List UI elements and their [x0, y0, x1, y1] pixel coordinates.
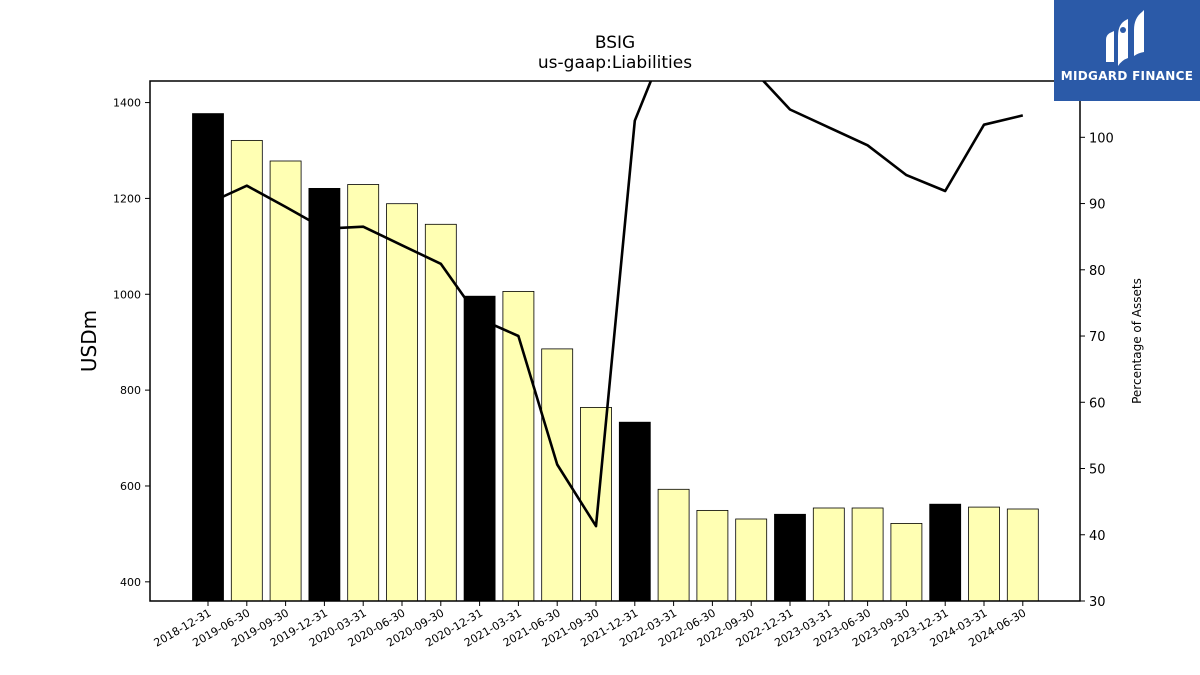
line-layer — [207, 81, 1024, 528]
midgard-finance-logo: MIDGARD FINANCE — [1054, 0, 1200, 101]
bar — [269, 160, 302, 602]
bar — [851, 507, 884, 602]
y-right-tick-label: 50 — [1089, 463, 1106, 478]
bar — [1006, 508, 1039, 602]
bar — [502, 290, 535, 602]
y-tick-label: 1000 — [113, 288, 141, 301]
chart-title: BSIG — [595, 33, 635, 53]
bar — [308, 187, 341, 602]
y-right-tick-label: 30 — [1089, 595, 1106, 610]
bar — [192, 113, 224, 602]
y-right-tick-label: 100 — [1089, 131, 1114, 146]
bar — [618, 421, 651, 602]
bar — [424, 223, 457, 602]
y-right-tick-label: 90 — [1089, 198, 1106, 213]
bar — [890, 523, 923, 602]
bar — [735, 518, 768, 602]
bar — [696, 509, 729, 602]
logo-name: MIDGARD FINANCE — [1060, 69, 1194, 83]
bar — [347, 184, 380, 602]
y-tick-label: 1400 — [113, 97, 141, 110]
bar — [812, 507, 845, 602]
y-right-tick-label: 60 — [1089, 396, 1106, 411]
bar — [968, 506, 1000, 602]
y-tick-label: 600 — [120, 480, 141, 493]
y-axis-label-right: Percentage of Assets — [1130, 278, 1144, 404]
chart-subtitle: us-gaap:Liabilities — [538, 53, 692, 73]
plot-frame — [149, 80, 1081, 602]
y-right-tick-label: 70 — [1089, 330, 1106, 345]
bar — [580, 406, 612, 602]
bar — [929, 503, 962, 602]
y-right-tick-label: 40 — [1089, 529, 1106, 544]
bar — [774, 513, 806, 602]
y-tick-label: 400 — [120, 576, 141, 589]
y-right-tick-label: 80 — [1089, 264, 1106, 279]
y-tick-label: 800 — [120, 384, 141, 397]
bar — [463, 295, 496, 602]
y-tick-label: 1200 — [113, 192, 141, 205]
logo-mark-icon — [1106, 10, 1144, 66]
bar — [386, 203, 418, 602]
bar — [230, 139, 263, 602]
bars-layer — [192, 113, 1039, 602]
bar — [657, 488, 690, 602]
line-series — [207, 81, 1024, 528]
bar — [541, 348, 574, 602]
y-axis-label-left: USDm — [77, 310, 101, 372]
axes-layer: 4006008001000120014003040506070809010020… — [113, 80, 1114, 650]
